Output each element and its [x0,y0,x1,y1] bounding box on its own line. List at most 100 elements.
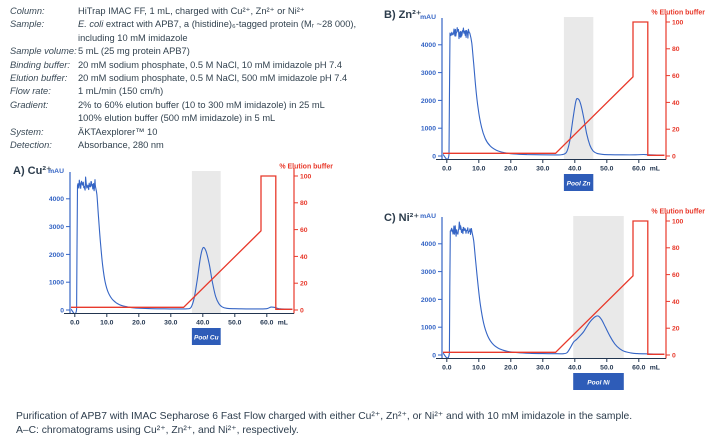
condition-row: 100% elution buffer (500 mM imidazole) i… [10,112,382,125]
y-left-tick-label: 1000 [49,280,64,287]
absorbance-curve [442,27,665,160]
condition-label [10,112,78,125]
y-right-tick-label: 20 [672,326,680,333]
y-right-tick-label: 20 [672,127,680,134]
x-tick-label: 20.0 [504,166,517,173]
y-left-axis-title: mAU [48,168,64,175]
chromatogram-cu: 0 1000 2000 3000 4000 0 20 40 60 80 100 0.0 10.0 20.0… [48,164,333,345]
x-tick-label: 50.0 [600,166,613,173]
condition-value: 20 mM sodium phosphate, 0.5 M NaCl, 500 … [78,73,348,84]
x-tick-label: 40.0 [568,365,581,372]
chromatogram-zn: 0 1000 2000 3000 4000 0 20 40 60 80 100 0.0 10.0 20.0… [420,10,705,191]
y-left-tick-label: 1000 [421,325,436,332]
y-right-tick-label: 60 [672,272,680,279]
y-right-tick-label: 100 [672,19,684,26]
caption-line-1: Purification of APB7 with IMAC Sepharose… [16,411,633,422]
y-left-tick-label: 2000 [49,252,64,259]
condition-value: 20 mM sodium phosphate, 0.5 M NaCl, 10 m… [78,59,343,70]
condition-value: 2% to 60% elution buffer (10 to 300 mM i… [78,99,325,110]
y-left-tick-label: 0 [60,307,64,314]
y-left-tick-label: 0 [432,352,436,359]
x-tick-label: 30.0 [536,166,549,173]
y-right-tick-label: 40 [672,100,680,107]
y-right-tick-label: 80 [672,46,680,53]
chart-title-ni: C) Ni²⁺ [384,212,420,224]
x-tick-label: 50.0 [600,365,613,372]
y-right-tick-label: 0 [300,307,304,314]
condition-label [10,32,78,45]
chromatogram-ni: 0 1000 2000 3000 4000 0 20 40 60 80 100 0.0 10.0 20.0… [420,209,705,390]
y-right-tick-label: 60 [672,73,680,80]
x-tick-label: 20.0 [132,320,145,327]
x-tick-label: 0.0 [70,320,80,327]
condition-value: ÄKTAexplorer™ 10 [78,126,158,137]
x-tick-label: 10.0 [472,365,485,372]
condition-label: Binding buffer: [10,59,70,70]
plot-area [70,175,293,314]
chart-title-zn: B) Zn²⁺ [384,9,422,21]
pool-shaded-band [573,216,624,359]
condition-row: Sample volume: 5 mL (25 mg protein APB7) [10,45,382,58]
x-tick-label: 30.0 [164,320,177,327]
y-right-tick-label: 40 [300,254,308,261]
condition-value: including 10 mM imidazole [78,32,188,43]
x-tick-label: 50.0 [228,320,241,327]
plot-area [442,21,665,160]
condition-label: Sample: [10,19,45,30]
x-tick-label: 0.0 [442,365,452,372]
y-right-tick-label: 100 [672,218,684,225]
condition-label: Elution buffer: [10,73,68,84]
figure-caption: Purification of APB7 with IMAC Sepharose… [16,410,632,438]
condition-label: Gradient: [10,99,49,110]
y-right-tick-label: 80 [300,200,308,207]
y-right-tick-label: 60 [300,227,308,234]
condition-value: 1 mL/min (150 cm/h) [78,86,164,97]
y-left-tick-label: 1000 [421,126,436,133]
y-left-tick-label: 4000 [421,42,436,49]
y-right-axis-title: % Elution buffer [651,209,705,216]
pool-label: Pool Cu [194,335,219,342]
condition-row: Elution buffer: 20 mM sodium phosphate, 0… [10,72,382,85]
condition-row: Sample: E. coli extract with APB7, a (his… [10,18,382,31]
y-left-tick-label: 3000 [421,269,436,276]
x-axis-unit-label: mL [650,166,660,173]
condition-value: 5 mL (25 mg protein APB7) [78,46,190,57]
x-tick-label: 60.0 [632,365,645,372]
condition-row: Binding buffer: 20 mM sodium phosphate, 0… [10,59,382,72]
y-left-axis-title: mAU [420,213,436,220]
condition-row: Gradient: 2% to 60% elution buffer (10 to… [10,99,382,112]
x-axis-unit-label: mL [278,320,288,327]
y-right-axis-title: % Elution buffer [279,164,333,171]
x-tick-label: 60.0 [260,320,273,327]
y-left-tick-label: 2000 [421,297,436,304]
y-right-tick-label: 20 [300,281,308,288]
condition-label: Sample volume: [10,46,77,57]
x-tick-label: 60.0 [632,166,645,173]
pool-bar [191,328,221,345]
y-right-tick-label: 80 [672,245,680,252]
x-tick-label: 10.0 [472,166,485,173]
condition-value: Absorbance, 280 nm [78,140,164,151]
y-left-tick-label: 3000 [49,224,64,231]
x-tick-label: 20.0 [504,365,517,372]
y-left-tick-label: 4000 [49,196,64,203]
chart-title-cu: A) Cu²⁺ [13,165,52,177]
pool-shaded-band [191,171,221,314]
x-axis-unit-label: mL [650,365,660,372]
y-right-tick-label: 100 [300,173,312,180]
plot-area [442,220,665,359]
condition-label: Flow rate: [10,86,51,97]
x-tick-label: 40.0 [568,166,581,173]
condition-value: 100% elution buffer (500 mM imidazole) i… [78,113,276,124]
x-tick-label: 10.0 [100,320,113,327]
pool-bar [563,174,594,191]
condition-row: Column: HiTrap IMAC FF, 1 mL, charged wit… [10,5,382,18]
y-right-tick-label: 40 [672,299,680,306]
condition-label: Detection: [10,140,52,151]
pool-shaded-band [563,17,594,160]
condition-row: Detection: Absorbance, 280 nm [10,139,382,152]
gradient-curve [443,220,665,355]
condition-row: Flow rate: 1 mL/min (150 cm/h) [10,85,382,98]
condition-row: System: ÄKTAexplorer™ 10 [10,126,382,139]
